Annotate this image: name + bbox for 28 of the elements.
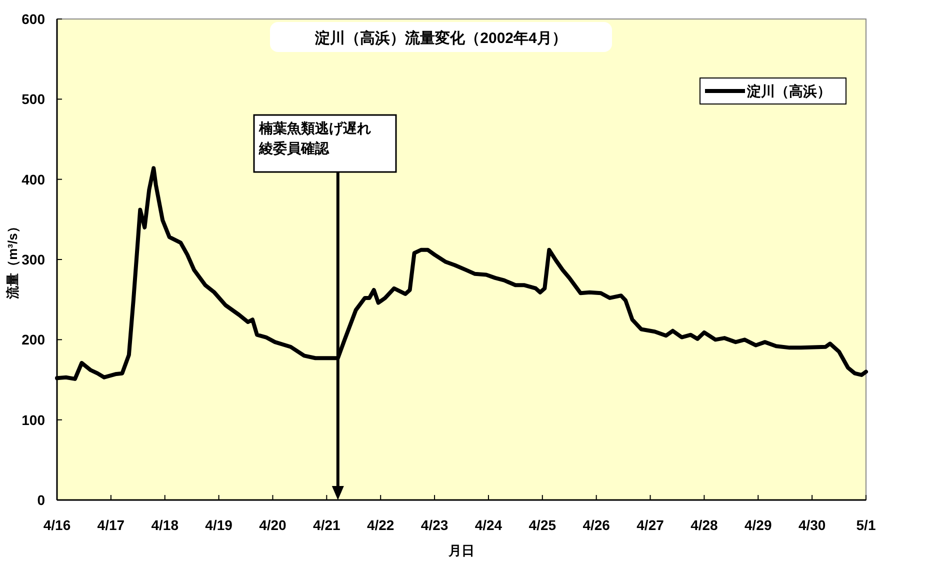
y-tick-label: 200 (22, 332, 46, 348)
y-tick-label: 400 (22, 171, 46, 188)
x-tick-label: 4/29 (744, 517, 772, 533)
x-axis-title: 月日 (448, 543, 474, 558)
x-tick-label: 4/16 (43, 517, 71, 533)
x-tick-label: 4/18 (151, 517, 179, 533)
x-tick-label: 4/28 (690, 517, 718, 533)
x-tick-label: 4/23 (420, 517, 448, 533)
y-tick-label: 500 (22, 91, 46, 108)
y-tick-label: 600 (22, 11, 46, 27)
x-tick-label: 4/26 (582, 517, 610, 533)
x-tick-label: 4/19 (205, 517, 233, 533)
x-tick-label: 4/27 (636, 517, 664, 533)
x-tick-label: 5/1 (856, 517, 876, 533)
x-tick-label: 4/30 (798, 517, 826, 533)
legend-label: 淀川（高浜） (746, 83, 831, 99)
y-tick-label: 100 (22, 412, 46, 428)
x-tick-label: 4/24 (474, 517, 502, 533)
x-tick-label: 4/25 (528, 517, 556, 533)
y-tick-label: 300 (22, 252, 46, 268)
x-tick-label: 4/20 (259, 517, 287, 533)
x-tick-label: 4/22 (366, 517, 394, 533)
y-tick-label: 0 (37, 492, 46, 508)
x-tick-label: 4/21 (313, 517, 341, 533)
x-tick-label: 4/17 (97, 517, 125, 533)
ref-line-label: 楠葉魚類逃げ遅れ綾委員確認 (258, 120, 371, 156)
text: 淀川（高浜）流量変化（2002年4月） (314, 29, 567, 47)
y-axis-title: 流量（m³/s） (5, 220, 20, 300)
